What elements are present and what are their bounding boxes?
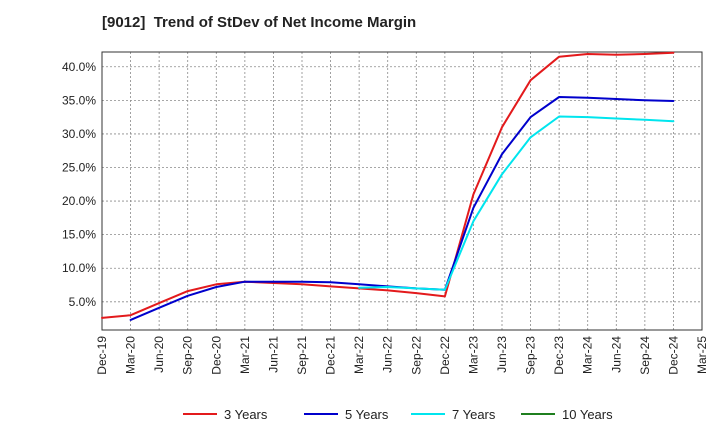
legend-label: 3 Years (224, 407, 268, 422)
x-tick-label: Mar-24 (581, 336, 595, 374)
x-tick-label: Mar-23 (466, 336, 480, 374)
x-tick-label: Jun-24 (609, 336, 623, 373)
chart-legend: 3 Years 5 Years 7 Years 10 Years (183, 407, 613, 422)
y-tick-label: 35.0% (62, 93, 96, 107)
x-tick-label: Dec-19 (95, 336, 109, 375)
series-line-7-years (358, 115, 675, 291)
x-tick-label: Dec-20 (209, 336, 223, 375)
x-tick-label: Dec-21 (324, 336, 338, 375)
x-tick-label: Sep-20 (181, 336, 195, 375)
y-tick-label: 15.0% (62, 228, 96, 242)
legend-label: 7 Years (452, 407, 496, 422)
x-tick-label: Jun-20 (152, 336, 166, 373)
series-lines (101, 51, 675, 321)
y-tick-label: 40.0% (62, 60, 96, 74)
x-tick-label: Jun-21 (266, 336, 280, 373)
x-tick-label: Jun-22 (381, 336, 395, 373)
y-tick-label: 25.0% (62, 160, 96, 174)
x-tick-label: Mar-25 (695, 336, 709, 374)
x-tick-label: Jun-23 (495, 336, 509, 373)
x-tick-label: Sep-22 (409, 336, 423, 375)
x-tick-label: Dec-24 (666, 336, 680, 375)
x-tick-label: Sep-21 (295, 336, 309, 375)
x-tick-label: Mar-22 (352, 336, 366, 374)
y-tick-label: 30.0% (62, 127, 96, 141)
chart-title: [9012] Trend of StDev of Net Income Marg… (102, 14, 417, 31)
y-tick-label: 10.0% (62, 261, 96, 275)
x-tick-label: Dec-22 (438, 336, 452, 375)
x-tick-label: Dec-23 (552, 336, 566, 375)
x-tick-label: Mar-21 (238, 336, 252, 374)
x-axis-labels: Dec-19 Mar-20 Jun-20 Sep-20 Dec-20 Mar-21 Jun-… (95, 336, 709, 375)
y-tick-label: 5.0% (69, 295, 97, 309)
x-tick-label: Sep-24 (638, 336, 652, 375)
legend-label: 5 Years (345, 407, 389, 422)
series-line-3-years (101, 51, 675, 319)
y-tick-label: 20.0% (62, 194, 96, 208)
legend-label: 10 Years (562, 407, 613, 422)
grid-lines (102, 52, 702, 330)
x-tick-label: Mar-20 (124, 336, 138, 374)
plot-frame (101, 51, 703, 331)
x-tick-label: Sep-23 (524, 336, 538, 375)
y-axis-labels: 5.0% 10.0% 15.0% 20.0% 25.0% 30.0% 35.0% 40.0% (62, 60, 96, 309)
